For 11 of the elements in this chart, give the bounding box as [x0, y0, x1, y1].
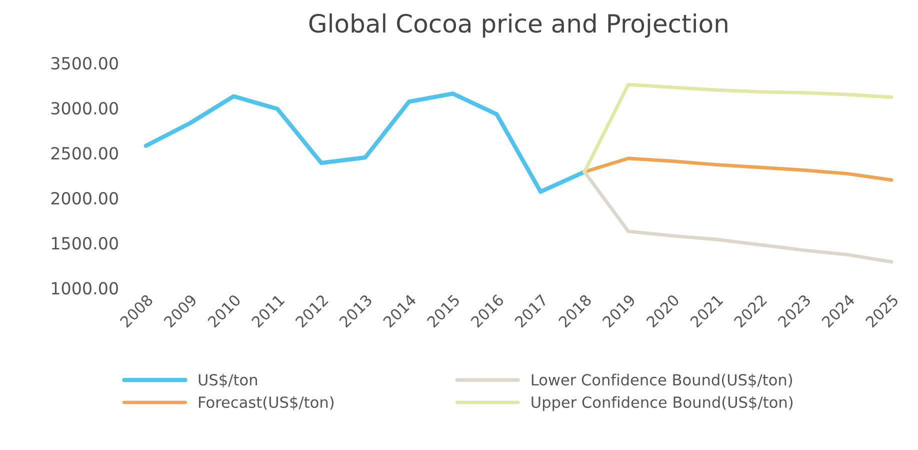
- legend-label: Forecast(US$/ton): [199, 396, 334, 410]
- chart-title: Global Cocoa price and Projection: [309, 13, 728, 38]
- legend-label: US$/ton: [198, 374, 257, 388]
- y-tick-label: 1500.00: [52, 236, 118, 250]
- y-tick-label: 3000.00: [51, 102, 118, 115]
- legend-label: Lower Confidence Bound(US$/ton): [532, 374, 792, 388]
- y-tick-label: 2500.00: [51, 146, 118, 160]
- y-tick-label: 1000.00: [52, 282, 118, 295]
- y-tick-label: 2000.00: [51, 192, 118, 205]
- y-tick-label: 3500.00: [51, 56, 118, 70]
- legend-label: Upper Confidence Bound(US$/ton): [532, 396, 793, 411]
